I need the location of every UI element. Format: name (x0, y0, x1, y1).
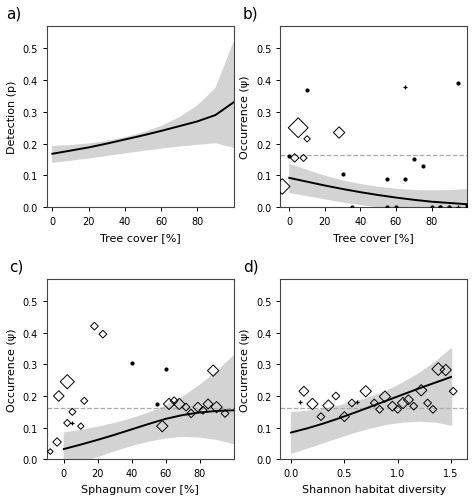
Point (341, 413, 348, 421)
Point (401, 175, 409, 183)
Point (309, 400, 316, 408)
Point (69, 408, 76, 416)
Point (354, 398, 361, 406)
Point (463, 202, 471, 210)
X-axis label: Sphagnum cover [%]: Sphagnum cover [%] (81, 484, 199, 494)
Point (383, 175, 391, 183)
Point (325, 402, 332, 410)
Point (300, 387, 308, 395)
Point (175, 400, 183, 408)
Point (449, 387, 457, 395)
Point (394, 405, 401, 413)
Point (303, 136, 311, 144)
Y-axis label: Detection (p): Detection (p) (7, 81, 17, 154)
Point (348, 399, 356, 407)
Point (128, 359, 136, 367)
Point (437, 204, 444, 212)
Point (296, 398, 303, 406)
Point (401, 83, 409, 91)
Text: d): d) (243, 259, 259, 274)
Point (410, 402, 418, 410)
X-axis label: Shannon habitat diversity: Shannon habitat diversity (301, 484, 446, 494)
Point (165, 400, 173, 408)
Point (64, 378, 71, 386)
Point (389, 402, 396, 410)
Point (64, 419, 71, 427)
Point (278, 183, 286, 191)
Point (69, 419, 76, 427)
Point (383, 204, 391, 212)
Point (77, 422, 85, 430)
Point (371, 399, 378, 407)
Point (46, 447, 54, 455)
Point (81, 397, 88, 405)
Y-axis label: Occurrence (ψ): Occurrence (ψ) (7, 328, 17, 411)
Point (285, 153, 293, 161)
Point (291, 155, 299, 163)
Point (221, 410, 229, 418)
Point (446, 204, 453, 212)
Point (455, 80, 462, 88)
Point (317, 413, 325, 421)
Point (199, 406, 207, 414)
Point (362, 387, 370, 395)
Point (300, 155, 307, 163)
Point (339, 170, 346, 178)
Point (99, 331, 107, 339)
Point (170, 397, 178, 405)
Point (294, 124, 302, 132)
Point (210, 367, 217, 375)
Point (213, 403, 220, 411)
Y-axis label: Occurrence (ψ): Occurrence (ψ) (240, 76, 250, 159)
Point (162, 365, 170, 373)
Point (381, 393, 389, 401)
Point (424, 399, 431, 407)
Point (442, 366, 449, 374)
Point (91, 323, 98, 331)
Point (55, 392, 63, 400)
Text: c): c) (9, 259, 24, 274)
Point (376, 405, 383, 413)
Y-axis label: Occurrence (ψ): Occurrence (ψ) (240, 328, 250, 411)
Point (399, 399, 407, 407)
Point (158, 422, 166, 430)
Point (204, 400, 212, 408)
Point (405, 396, 412, 404)
Text: b): b) (243, 7, 259, 22)
Point (463, 204, 471, 212)
Point (182, 403, 190, 411)
Point (303, 87, 311, 95)
Point (194, 403, 202, 411)
Point (53, 438, 61, 446)
Text: a): a) (6, 7, 21, 22)
Point (332, 392, 340, 400)
Point (187, 410, 195, 418)
Point (392, 204, 400, 212)
X-axis label: Tree cover [%]: Tree cover [%] (333, 232, 414, 242)
Point (410, 156, 418, 164)
Point (429, 405, 437, 413)
Point (428, 204, 435, 212)
X-axis label: Tree cover [%]: Tree cover [%] (100, 232, 181, 242)
Point (437, 204, 444, 212)
Point (154, 400, 161, 408)
Point (419, 162, 427, 170)
Point (348, 204, 356, 212)
Point (446, 204, 453, 212)
Point (455, 204, 462, 212)
Point (418, 386, 425, 394)
Point (335, 129, 343, 137)
Point (435, 365, 442, 373)
